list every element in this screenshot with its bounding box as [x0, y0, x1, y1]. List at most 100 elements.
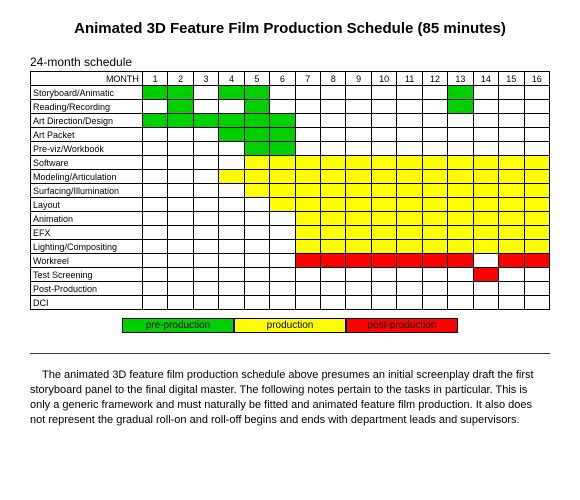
task-row: DCI	[31, 296, 550, 310]
schedule-cell	[270, 268, 295, 282]
schedule-cell	[448, 156, 473, 170]
month-number: 3	[193, 72, 218, 86]
schedule-cell	[168, 198, 193, 212]
schedule-cell	[397, 86, 422, 100]
schedule-cell	[422, 184, 447, 198]
schedule-cell	[244, 86, 269, 100]
schedule-cell	[397, 254, 422, 268]
task-name: Reading/Recording	[31, 100, 143, 114]
schedule-cell	[321, 212, 346, 226]
task-row: Software	[31, 156, 550, 170]
schedule-cell	[295, 282, 320, 296]
schedule-cell	[499, 156, 524, 170]
schedule-cell	[244, 282, 269, 296]
task-row: Post-Production	[31, 282, 550, 296]
schedule-cell	[499, 170, 524, 184]
schedule-cell	[295, 114, 320, 128]
schedule-cell	[397, 100, 422, 114]
schedule-cell	[371, 156, 396, 170]
schedule-cell	[524, 226, 550, 240]
schedule-cell	[321, 114, 346, 128]
schedule-cell	[397, 296, 422, 310]
schedule-cell	[371, 198, 396, 212]
schedule-cell	[270, 212, 295, 226]
schedule-cell	[346, 296, 371, 310]
schedule-cell	[397, 128, 422, 142]
legend-item: pre-production	[122, 318, 234, 333]
schedule-cell	[499, 114, 524, 128]
schedule-cell	[524, 240, 550, 254]
schedule-cell	[473, 268, 498, 282]
schedule-cell	[422, 282, 447, 296]
task-name: Art Direction/Design	[31, 114, 143, 128]
schedule-cell	[219, 170, 244, 184]
task-row: Pre-viz/Workbook	[31, 142, 550, 156]
schedule-cell	[397, 282, 422, 296]
schedule-cell	[270, 184, 295, 198]
schedule-cell	[448, 114, 473, 128]
schedule-cell	[168, 100, 193, 114]
task-row: Modeling/Articulation	[31, 170, 550, 184]
schedule-cell	[371, 254, 396, 268]
schedule-cell	[473, 142, 498, 156]
schedule-cell	[142, 296, 167, 310]
schedule-subtitle: 24-month schedule	[30, 55, 550, 69]
schedule-cell	[473, 212, 498, 226]
month-number: 1	[142, 72, 167, 86]
schedule-cell	[193, 254, 218, 268]
schedule-cell	[219, 282, 244, 296]
schedule-cell	[473, 170, 498, 184]
schedule-cell	[524, 156, 550, 170]
task-row: Reading/Recording	[31, 100, 550, 114]
schedule-cell	[473, 100, 498, 114]
task-name: Layout	[31, 198, 143, 212]
schedule-cell	[295, 198, 320, 212]
header-row: MONTH12345678910111213141516	[31, 72, 550, 86]
schedule-cell	[244, 268, 269, 282]
schedule-cell	[219, 240, 244, 254]
month-number: 5	[244, 72, 269, 86]
schedule-cell	[270, 198, 295, 212]
schedule-cell	[422, 114, 447, 128]
schedule-cell	[321, 170, 346, 184]
schedule-cell	[371, 170, 396, 184]
schedule-cell	[346, 86, 371, 100]
schedule-cell	[346, 226, 371, 240]
schedule-cell	[142, 268, 167, 282]
schedule-cell	[295, 254, 320, 268]
schedule-cell	[193, 184, 218, 198]
schedule-table: MONTH12345678910111213141516 Storyboard/…	[30, 71, 550, 310]
schedule-cell	[321, 226, 346, 240]
schedule-cell	[448, 170, 473, 184]
schedule-cell	[193, 128, 218, 142]
schedule-cell	[193, 100, 218, 114]
schedule-cell	[321, 128, 346, 142]
schedule-cell	[244, 184, 269, 198]
schedule-cell	[219, 254, 244, 268]
schedule-cell	[422, 240, 447, 254]
schedule-cell	[321, 86, 346, 100]
schedule-cell	[524, 184, 550, 198]
schedule-cell	[346, 282, 371, 296]
month-number: 14	[473, 72, 498, 86]
schedule-cell	[270, 282, 295, 296]
schedule-cell	[346, 142, 371, 156]
schedule-cell	[295, 142, 320, 156]
schedule-cell	[244, 296, 269, 310]
schedule-cell	[295, 170, 320, 184]
schedule-cell	[524, 114, 550, 128]
schedule-cell	[321, 184, 346, 198]
schedule-cell	[524, 170, 550, 184]
task-row: Surfacing/Illumination	[31, 184, 550, 198]
schedule-cell	[473, 184, 498, 198]
task-row: Test Screening	[31, 268, 550, 282]
schedule-cell	[524, 282, 550, 296]
schedule-cell	[321, 282, 346, 296]
schedule-cell	[499, 142, 524, 156]
schedule-cell	[168, 170, 193, 184]
schedule-cell	[168, 184, 193, 198]
schedule-cell	[270, 226, 295, 240]
schedule-cell	[499, 296, 524, 310]
task-name: Test Screening	[31, 268, 143, 282]
schedule-cell	[448, 212, 473, 226]
